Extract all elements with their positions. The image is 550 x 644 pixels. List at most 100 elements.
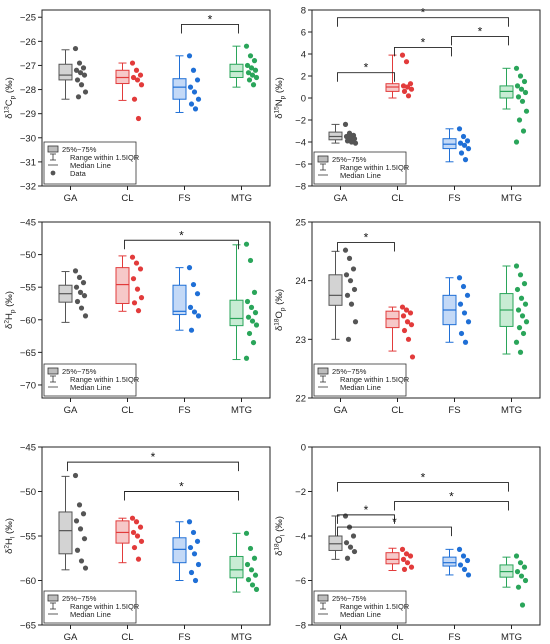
significance-bracket xyxy=(337,482,509,492)
significance-bracket xyxy=(337,72,395,82)
legend-label: Median Line xyxy=(340,171,381,180)
data-point xyxy=(246,77,253,83)
data-point xyxy=(190,281,197,288)
box-cl xyxy=(115,515,145,564)
data-point xyxy=(461,566,468,572)
y-axis-label: δ18Op (‰) xyxy=(274,289,287,331)
data-point xyxy=(515,94,522,100)
data-point xyxy=(404,560,411,566)
significance-bracket xyxy=(451,35,509,46)
legend-label: 25%~75% xyxy=(62,145,97,154)
significance-bracket xyxy=(67,461,239,472)
data-point xyxy=(133,67,140,73)
data-point xyxy=(253,586,260,593)
legend-label: Range within 1.5IQR xyxy=(340,375,410,384)
data-point xyxy=(251,289,258,295)
y-tick-label: −60 xyxy=(20,315,36,326)
significance-star: * xyxy=(421,6,426,20)
category-label: MTG xyxy=(501,405,522,416)
data-point xyxy=(403,307,410,313)
legend-label: 25%~75% xyxy=(332,594,367,603)
y-tick-label: −50 xyxy=(20,250,36,261)
data-point xyxy=(130,529,137,536)
data-point xyxy=(462,157,469,163)
y-tick-label: −2 xyxy=(295,116,306,127)
box-iqr xyxy=(58,63,73,81)
data-point xyxy=(517,272,524,278)
y-tick-label: −26 xyxy=(20,37,36,48)
y-tick-label: 22 xyxy=(295,394,306,405)
box-iqr xyxy=(385,552,400,565)
data-point xyxy=(249,582,256,588)
box-fs xyxy=(442,546,472,578)
plot-frame xyxy=(41,221,271,399)
significance-star: * xyxy=(364,503,369,517)
data-point xyxy=(346,255,353,261)
data-point xyxy=(77,289,84,295)
data-point xyxy=(130,276,137,282)
data-point xyxy=(401,327,408,334)
legend-label: 25%~75% xyxy=(332,155,367,164)
data-point xyxy=(191,551,198,557)
data-point xyxy=(188,327,195,333)
box-iqr xyxy=(58,511,73,555)
y-tick-label: 23 xyxy=(295,335,306,346)
data-point xyxy=(465,146,472,152)
data-point xyxy=(187,84,194,90)
data-point xyxy=(80,511,87,517)
box-cl xyxy=(385,304,416,360)
significance-star: * xyxy=(151,450,156,464)
data-point xyxy=(400,313,407,319)
data-point xyxy=(252,67,259,73)
data-point xyxy=(131,96,138,102)
significance-star: * xyxy=(392,515,397,529)
data-point xyxy=(464,138,471,144)
legend-box xyxy=(313,363,407,397)
data-point xyxy=(243,530,250,536)
data-point xyxy=(244,62,251,69)
data-point xyxy=(137,72,144,78)
data-point xyxy=(186,53,193,59)
data-point xyxy=(194,538,201,544)
box-iqr xyxy=(229,63,244,79)
data-point xyxy=(350,266,357,272)
legend-swatch-box xyxy=(47,594,59,602)
box-ga xyxy=(58,268,89,323)
box-fs xyxy=(172,265,202,333)
data-point xyxy=(253,74,260,81)
y-tick-label: −6 xyxy=(295,160,306,171)
data-point xyxy=(519,313,526,319)
significance-bracket xyxy=(394,46,452,57)
box-ga xyxy=(328,121,359,146)
data-point xyxy=(249,72,256,78)
data-point xyxy=(251,555,258,561)
y-tick-label: −45 xyxy=(20,443,36,454)
y-tick-label: −60 xyxy=(20,576,36,587)
data-point xyxy=(192,106,199,112)
data-point xyxy=(404,84,411,90)
box-mtg xyxy=(499,263,530,355)
significance-bracket xyxy=(124,491,239,501)
significance-star: * xyxy=(364,61,369,75)
box-iqr xyxy=(172,78,187,100)
data-point xyxy=(523,319,530,325)
data-point xyxy=(520,128,527,134)
data-point xyxy=(138,82,145,88)
data-point xyxy=(251,58,258,64)
y-tick-label: 2 xyxy=(301,72,306,83)
legend-label: Range within 1.5IQR xyxy=(340,602,410,611)
y-tick-label: −4 xyxy=(295,532,306,543)
significance-star: * xyxy=(208,12,213,26)
data-point xyxy=(351,286,358,293)
chart-panel-1: −32 −31 −30 −29 −28 −27 −26 −25 GA CL FS MTG δ13Cp (… xyxy=(4,9,271,204)
legend-label: Range within 1.5IQR xyxy=(70,153,140,162)
box-iqr xyxy=(115,69,130,85)
significance-bracket xyxy=(337,526,452,537)
category-label: FS xyxy=(448,632,460,643)
data-point xyxy=(250,82,257,88)
data-point xyxy=(345,336,352,342)
data-point xyxy=(461,310,468,316)
y-tick-label: −27 xyxy=(20,61,36,72)
data-point xyxy=(138,295,145,301)
data-point xyxy=(346,130,353,136)
